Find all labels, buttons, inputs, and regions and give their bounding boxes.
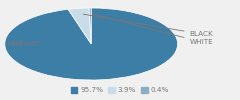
Legend: 95.7%, 3.9%, 0.4%: 95.7%, 3.9%, 0.4% — [68, 84, 172, 96]
Text: HISPANIC: HISPANIC — [7, 41, 41, 47]
Text: WHITE: WHITE — [93, 14, 213, 45]
Wedge shape — [89, 8, 91, 44]
Wedge shape — [5, 8, 178, 80]
Text: BLACK: BLACK — [83, 14, 213, 37]
Wedge shape — [68, 8, 91, 44]
